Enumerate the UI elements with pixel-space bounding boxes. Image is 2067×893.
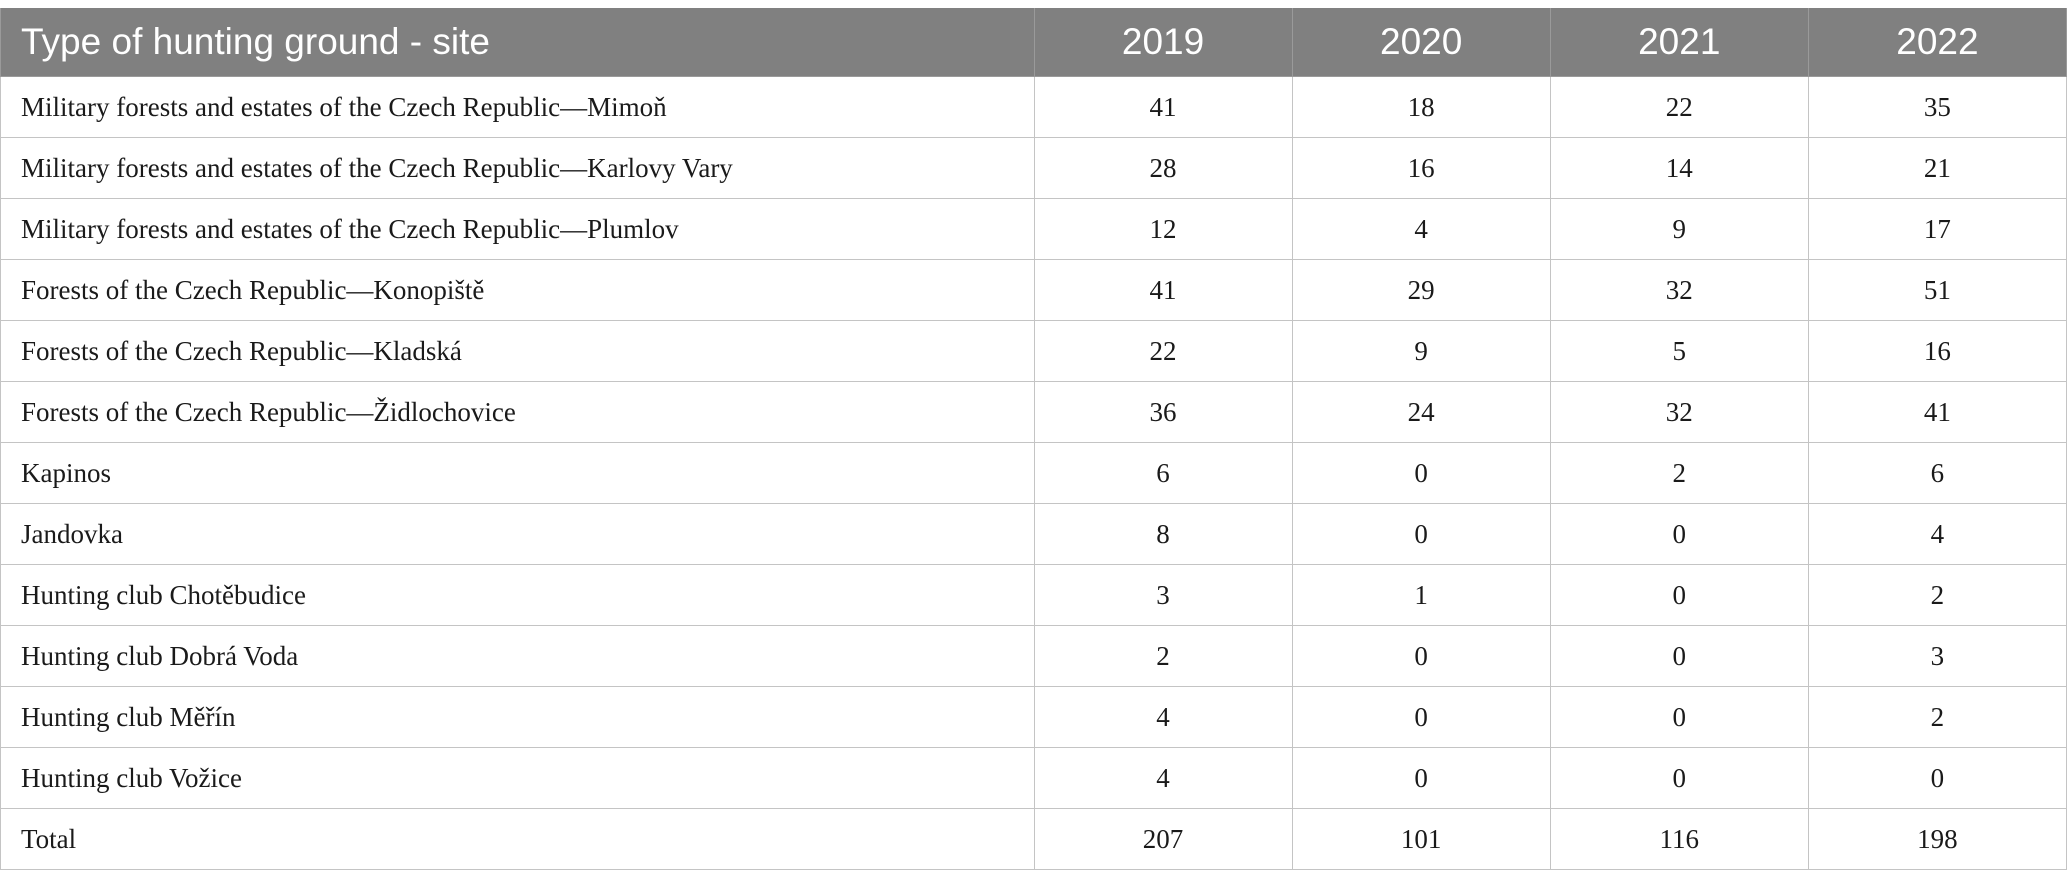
table-row: Military forests and estates of the Czec… <box>0 76 2067 138</box>
value-cell-2020: 4 <box>1291 198 1551 260</box>
value-cell-2021: 14 <box>1549 137 1809 199</box>
value-cell-2019: 6 <box>1033 442 1293 504</box>
value-cell-2021: 2 <box>1549 442 1809 504</box>
total-label-cell: Total <box>0 808 1035 870</box>
site-cell: Forests of the Czech Republic—Židlochovi… <box>0 381 1035 443</box>
table-row: Jandovka 8 0 0 4 <box>0 503 2067 565</box>
value-cell-2022: 2 <box>1807 686 2067 748</box>
value-cell-2021: 0 <box>1549 503 1809 565</box>
table-row: Forests of the Czech Republic—Židlochovi… <box>0 381 2067 443</box>
value-cell-2022: 0 <box>1807 747 2067 809</box>
site-cell: Military forests and estates of the Czec… <box>0 76 1035 138</box>
site-cell: Jandovka <box>0 503 1035 565</box>
value-cell-2020: 18 <box>1291 76 1551 138</box>
value-cell-2022: 4 <box>1807 503 2067 565</box>
value-cell-2019: 41 <box>1033 259 1293 321</box>
value-cell-2019: 28 <box>1033 137 1293 199</box>
value-cell-2019: 4 <box>1033 686 1293 748</box>
column-header-2019: 2019 <box>1033 8 1293 77</box>
value-cell-2020: 9 <box>1291 320 1551 382</box>
value-cell-2021: 5 <box>1549 320 1809 382</box>
column-header-site: Type of hunting ground - site <box>0 8 1035 77</box>
table-row: Hunting club Měřín 4 0 0 2 <box>0 686 2067 748</box>
value-cell-2022: 41 <box>1807 381 2067 443</box>
value-cell-2021: 9 <box>1549 198 1809 260</box>
value-cell-2019: 4 <box>1033 747 1293 809</box>
total-cell-2021: 116 <box>1549 808 1809 870</box>
value-cell-2020: 16 <box>1291 137 1551 199</box>
value-cell-2019: 2 <box>1033 625 1293 687</box>
site-cell: Hunting club Vožice <box>0 747 1035 809</box>
site-cell: Forests of the Czech Republic—Kladská <box>0 320 1035 382</box>
value-cell-2021: 0 <box>1549 625 1809 687</box>
value-cell-2022: 17 <box>1807 198 2067 260</box>
total-cell-2019: 207 <box>1033 808 1293 870</box>
table-row: Hunting club Chotěbudice 3 1 0 2 <box>0 564 2067 626</box>
value-cell-2022: 3 <box>1807 625 2067 687</box>
value-cell-2021: 32 <box>1549 259 1809 321</box>
value-cell-2022: 21 <box>1807 137 2067 199</box>
value-cell-2022: 16 <box>1807 320 2067 382</box>
total-cell-2022: 198 <box>1807 808 2067 870</box>
value-cell-2021: 0 <box>1549 686 1809 748</box>
site-cell: Military forests and estates of the Czec… <box>0 137 1035 199</box>
column-header-2021: 2021 <box>1549 8 1809 77</box>
total-cell-2020: 101 <box>1291 808 1551 870</box>
value-cell-2020: 24 <box>1291 381 1551 443</box>
value-cell-2022: 6 <box>1807 442 2067 504</box>
value-cell-2020: 0 <box>1291 625 1551 687</box>
data-table-container: Type of hunting ground - site 2019 2020 … <box>0 8 2067 870</box>
hunting-ground-table: Type of hunting ground - site 2019 2020 … <box>0 8 2067 870</box>
value-cell-2021: 32 <box>1549 381 1809 443</box>
value-cell-2022: 51 <box>1807 259 2067 321</box>
value-cell-2020: 0 <box>1291 503 1551 565</box>
table-row: Kapinos 6 0 2 6 <box>0 442 2067 504</box>
table-row: Hunting club Dobrá Voda 2 0 0 3 <box>0 625 2067 687</box>
value-cell-2020: 29 <box>1291 259 1551 321</box>
value-cell-2022: 35 <box>1807 76 2067 138</box>
site-cell: Forests of the Czech Republic—Konopiště <box>0 259 1035 321</box>
table-row: Hunting club Vožice 4 0 0 0 <box>0 747 2067 809</box>
table-row: Military forests and estates of the Czec… <box>0 198 2067 260</box>
site-cell: Kapinos <box>0 442 1035 504</box>
value-cell-2019: 22 <box>1033 320 1293 382</box>
site-cell: Military forests and estates of the Czec… <box>0 198 1035 260</box>
table-row-total: Total 207 101 116 198 <box>0 808 2067 870</box>
table-row: Forests of the Czech Republic—Kladská 22… <box>0 320 2067 382</box>
value-cell-2020: 0 <box>1291 442 1551 504</box>
value-cell-2019: 8 <box>1033 503 1293 565</box>
value-cell-2021: 22 <box>1549 76 1809 138</box>
value-cell-2021: 0 <box>1549 747 1809 809</box>
column-header-2020: 2020 <box>1291 8 1551 77</box>
value-cell-2019: 36 <box>1033 381 1293 443</box>
value-cell-2022: 2 <box>1807 564 2067 626</box>
value-cell-2020: 0 <box>1291 686 1551 748</box>
value-cell-2021: 0 <box>1549 564 1809 626</box>
column-header-2022: 2022 <box>1807 8 2067 77</box>
table-row: Forests of the Czech Republic—Konopiště … <box>0 259 2067 321</box>
value-cell-2020: 0 <box>1291 747 1551 809</box>
value-cell-2020: 1 <box>1291 564 1551 626</box>
value-cell-2019: 3 <box>1033 564 1293 626</box>
table-row: Military forests and estates of the Czec… <box>0 137 2067 199</box>
table-header-row: Type of hunting ground - site 2019 2020 … <box>0 8 2067 77</box>
site-cell: Hunting club Chotěbudice <box>0 564 1035 626</box>
value-cell-2019: 41 <box>1033 76 1293 138</box>
site-cell: Hunting club Měřín <box>0 686 1035 748</box>
site-cell: Hunting club Dobrá Voda <box>0 625 1035 687</box>
value-cell-2019: 12 <box>1033 198 1293 260</box>
